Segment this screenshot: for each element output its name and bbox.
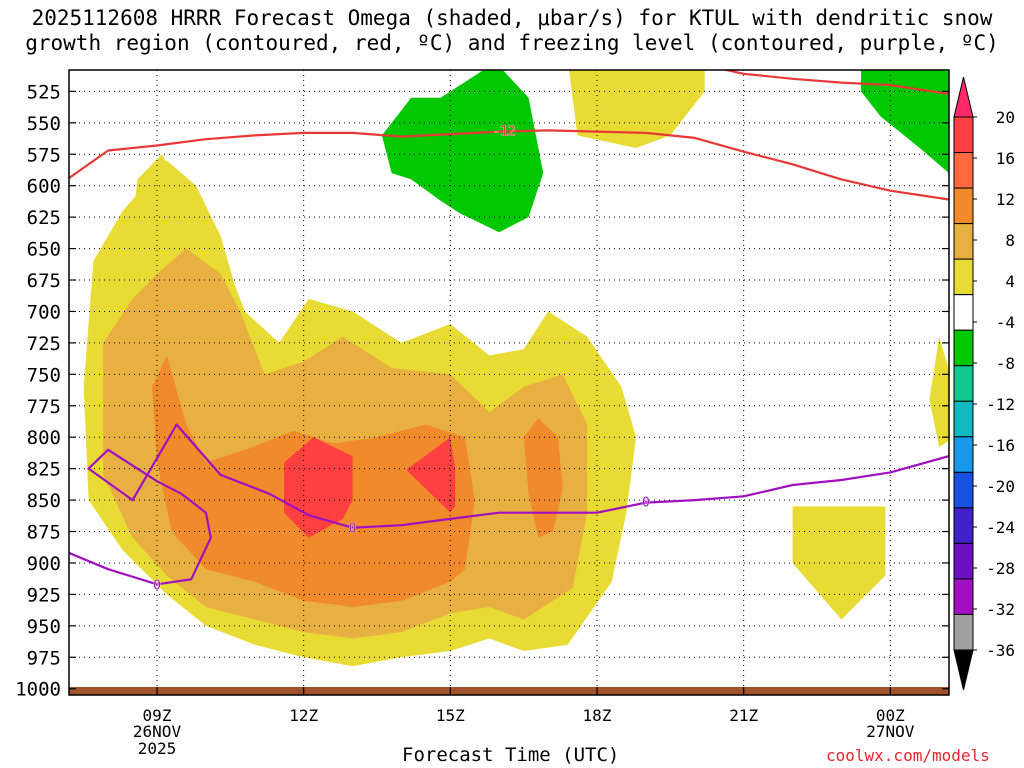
ytick-label-900: 900 [27,553,61,575]
xtick-label-09Z: 09Z [143,706,172,725]
freezing-level-contour [69,423,949,586]
colorbar-label-5: -4 [996,313,1015,332]
omega-colorbar: 20 16 12 8 4 -4 -8 -12 -16 -20 -24 -28 -32 -36 [953,76,1015,691]
colorbar-label-9: -20 [986,477,1015,496]
colorbar-segment-4 [953,258,974,296]
ytick-label-700: 700 [27,301,61,323]
omega-region-11 [381,70,544,233]
plot-frame [68,69,950,696]
ytick-label-650: 650 [27,239,61,261]
chart-title: 2025112608 HRRR Forecast Omega (shaded, … [0,6,1024,56]
freezing-level-contour-label-1: 0 [349,522,357,537]
ytick-label-725: 725 [27,333,61,355]
ground-surface-band [69,687,949,695]
colorbar-segment-3 [953,223,974,260]
colorbar-segment-14 [953,613,974,651]
xtick-label-21Z: 21Z [729,706,758,725]
title-line-1: 2025112608 HRRR Forecast Omega (shaded, … [31,6,993,30]
colorbar-segment-6 [953,329,974,367]
colorbar-segment-0 [953,116,974,154]
colorbar-label-4: 4 [1005,272,1015,291]
colorbar-label-2: 12 [996,190,1015,209]
omega-region-2 [69,0,133,16]
colorbar-segment-8 [953,400,974,438]
ytick-label-850: 850 [27,490,61,512]
colorbar-bottom-arrow [953,649,974,691]
colorbar-segment-12 [953,542,974,580]
omega-region-5 [929,336,949,448]
colorbar-segment-1 [953,152,974,189]
ytick-label-925: 925 [27,584,61,606]
xtick-label-18Z: 18Z [583,706,612,725]
xtick-label-12Z: 12Z [289,706,318,725]
omega-region-8 [523,418,563,538]
ytick-label-950: 950 [27,616,61,638]
xtick-sublabel-09Z-0: 26NOV [133,722,182,741]
colorbar-segment-2 [953,187,974,225]
colorbar-label-0: 20 [996,108,1015,127]
colorbar-label-11: -28 [986,559,1015,578]
colorbar-segment-5 [953,294,974,331]
freezing-level-contour-label-2: 0 [642,495,650,510]
colorbar-label-13: -36 [986,641,1015,660]
dgz-minus12-contour-label-0: -12 [492,124,515,139]
colorbar-label-6: -8 [996,354,1015,373]
colorbar-label-10: -24 [986,518,1015,537]
xtick-label-00Z: 00Z [876,706,905,725]
dgz-minus12-contour [69,129,949,201]
temperature-contours: -12 0 0 0 [69,70,949,594]
omega-region-10 [406,437,456,513]
ytick-label-625: 625 [27,207,61,229]
ytick-label-775: 775 [27,396,61,418]
ytick-label-825: 825 [27,459,61,481]
colorbar-label-7: -12 [986,395,1015,414]
ytick-label-675: 675 [27,270,61,292]
colorbar-segment-10 [953,471,974,509]
colorbar-label-8: -16 [986,436,1015,455]
ytick-label-600: 600 [27,176,61,198]
omega-region-3 [568,70,705,148]
colorbar-top-arrow [953,76,974,118]
xtick-sublabel-00Z-0: 27NOV [866,722,915,741]
freezing-level-contour-label-0: 0 [153,578,161,593]
omega-region-12 [861,70,949,174]
xtick-sublabel-09Z-1: 2025 [138,739,177,758]
ytick-label-525: 525 [27,81,61,103]
title-line-2: growth region (contoured, red, ºC) and f… [25,31,999,55]
ytick-label-550: 550 [27,113,61,135]
ytick-label-800: 800 [27,427,61,449]
colorbar-label-1: 16 [996,149,1015,168]
colorbar-segment-13 [953,578,974,615]
xtick-label-15Z: 15Z [436,706,465,725]
colorbar-segment-9 [953,436,974,473]
ytick-label-975: 975 [27,647,61,669]
ytick-label-1000: 1000 [15,679,61,701]
colorbar-label-3: 8 [1005,231,1015,250]
omega-shaded-regions [69,0,949,667]
colorbar-label-12: -32 [986,600,1015,619]
colorbar-segment-7 [953,365,974,402]
x-axis-label: Forecast Time (UTC) [402,744,620,766]
dgz-minus18-contour [721,70,949,95]
colorbar-segment-11 [953,507,974,544]
omega-region-9 [284,437,353,538]
ytick-label-750: 750 [27,364,61,386]
omega-region-1 [132,154,172,255]
pressure-axis: 525 550 575 600 625 650 675 700 725 750 775 800 825 8… [15,81,949,701]
ytick-label-875: 875 [27,522,61,544]
source-credit[interactable]: coolwx.com/models [826,746,990,765]
ytick-label-575: 575 [27,144,61,166]
